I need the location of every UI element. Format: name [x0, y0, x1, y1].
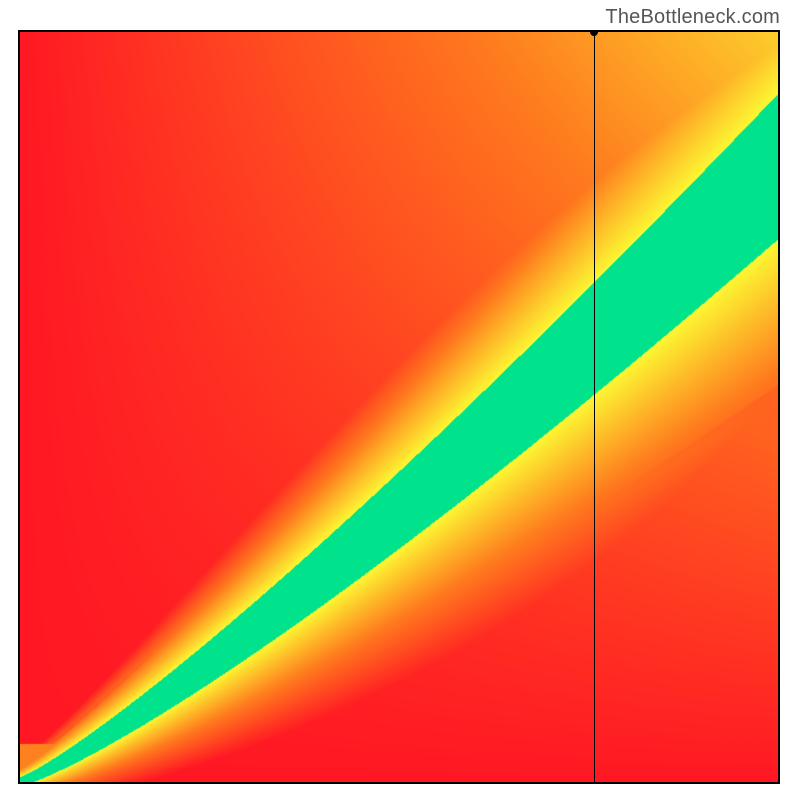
bottleneck-heatmap [20, 32, 778, 782]
watermark-text: TheBottleneck.com [605, 6, 780, 29]
chart-canvas-wrap [18, 30, 780, 784]
chart-frame [18, 30, 780, 784]
marker-vertical-line [594, 32, 595, 782]
